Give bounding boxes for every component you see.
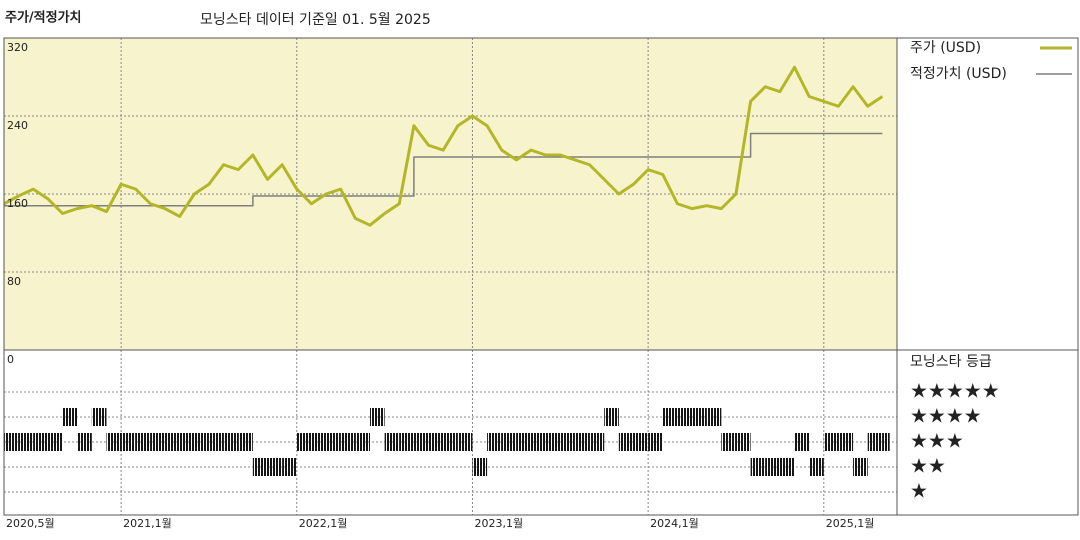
rating-bar <box>501 433 517 451</box>
rating-bar <box>838 433 854 451</box>
rating-bar <box>62 408 78 426</box>
rating-bar <box>574 433 590 451</box>
rating-bar <box>706 408 722 426</box>
rating-legend-stars: ★ <box>910 479 928 503</box>
rating-bar <box>589 433 605 451</box>
rating-bar <box>516 433 532 451</box>
x-tick-label: 2021,1월 <box>123 517 172 530</box>
rating-legend-stars: ★★★★ <box>910 404 982 428</box>
rating-bar <box>326 433 341 451</box>
rating-bar <box>882 433 890 451</box>
legend-label: 주가 (USD) <box>910 40 981 56</box>
rating-bar <box>809 458 824 476</box>
rating-bar <box>282 458 297 476</box>
rating-bar <box>531 433 546 451</box>
rating-bar <box>47 433 63 451</box>
rating-bar <box>867 433 883 451</box>
x-tick-label: 2025,1월 <box>826 517 875 530</box>
chart-title: 주가/적정가치 <box>5 10 82 26</box>
rating-bar <box>150 433 166 451</box>
rating-legend-stars: ★★★ <box>910 429 964 453</box>
rating-bar <box>794 433 810 451</box>
rating-bar <box>252 458 268 476</box>
rating-bar <box>311 433 327 451</box>
rating-bar <box>179 433 195 451</box>
rating-bar <box>18 433 34 451</box>
marks <box>3 65 890 476</box>
rating-bar <box>91 408 107 426</box>
rating-legend-stars: ★★ <box>910 454 946 478</box>
rating-bar <box>604 408 619 426</box>
rating-bar <box>853 458 868 476</box>
rating-bar <box>443 433 458 451</box>
rating-bar <box>384 433 400 451</box>
rating-bar <box>765 458 780 476</box>
rating-bar <box>77 433 92 451</box>
rating-bar <box>457 433 473 451</box>
rating-bar <box>413 433 429 451</box>
rating-bar <box>121 433 136 451</box>
rating-bar <box>165 433 180 451</box>
rating-legend-stars: ★★★★★ <box>910 379 1000 403</box>
x-tick-label: 2024,1월 <box>650 517 699 530</box>
rating-panel-background <box>4 350 897 515</box>
rating-bar <box>355 433 370 451</box>
y-tick-label: 0 <box>7 353 14 366</box>
rating-bar <box>662 408 678 426</box>
rating-bar <box>106 433 122 451</box>
x-tick-label: 2020,5월 <box>6 517 55 530</box>
rating-bar <box>399 433 414 451</box>
rating-bar <box>779 458 795 476</box>
rating-bar <box>223 433 239 451</box>
rating-bar <box>823 433 839 451</box>
rating-bar <box>692 408 707 426</box>
rating-bar <box>135 433 151 451</box>
y-tick-label: 320 <box>7 41 28 54</box>
rating-bar <box>750 458 766 476</box>
x-tick-label: 2023,1월 <box>474 517 523 530</box>
rating-bar <box>33 433 48 451</box>
legend-label: 적정가치 (USD) <box>910 66 1007 82</box>
rating-bar <box>648 433 663 451</box>
rating-bar <box>721 433 736 451</box>
rating-bar <box>267 458 283 476</box>
y-tick-label: 240 <box>7 119 28 132</box>
rating-bar <box>545 433 561 451</box>
rating-bar <box>633 433 649 451</box>
rating-bar <box>369 408 385 426</box>
rating-title: 모닝스타 등급 <box>910 354 992 370</box>
rating-bar <box>428 433 444 451</box>
x-tick-label: 2022,1월 <box>299 517 348 530</box>
frame <box>3 37 1079 516</box>
rating-bar <box>618 433 634 451</box>
rating-bar <box>677 408 693 426</box>
y-tick-label: 80 <box>7 275 21 288</box>
rating-bar <box>340 433 356 451</box>
rating-bar <box>735 433 751 451</box>
rating-bar <box>194 433 209 451</box>
rating-bar <box>296 433 312 451</box>
rating-bar <box>560 433 575 451</box>
y-tick-label: 160 <box>7 197 28 210</box>
rating-bar <box>4 433 19 451</box>
price-line <box>3 65 884 227</box>
rating-bar <box>472 458 488 476</box>
chart-subtitle: 모닝스타 데이터 기준일 01. 5월 2025 <box>200 12 431 28</box>
rating-bar <box>487 433 502 451</box>
rating-bar <box>238 433 253 451</box>
rating-bar <box>208 433 224 451</box>
